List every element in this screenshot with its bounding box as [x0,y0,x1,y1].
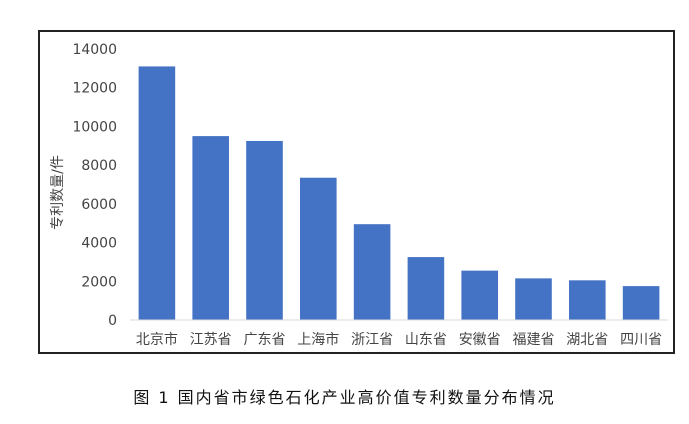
y-tick-label: 6000 [81,197,117,213]
x-tick-label: 山东省 [405,332,447,348]
bar-1 [192,136,229,320]
chart-frame: 0 2000 4000 6000 8000 10000 12000 14000 北京市 江苏省广… [38,30,675,354]
x-tick-label: 上海市 [297,331,339,348]
y-tick-label: 0 [108,313,117,329]
x-tick-label: 四川省 [620,332,662,348]
y-tick-label: 10000 [72,119,117,135]
x-tick-label: 福建省 [513,332,555,348]
y-axis-ticks: 0 2000 4000 6000 8000 10000 12000 14000 [72,42,117,329]
bar-5 [407,257,445,320]
bar-series [138,66,660,320]
bar-8 [569,280,606,320]
x-tick-label: 北京市 [136,331,178,348]
bar-7 [515,278,552,320]
bar-2 [246,140,283,320]
bar-chart: 0 2000 4000 6000 8000 10000 12000 14000 北京市 江苏省广… [50,42,668,348]
x-tick-label: 安徽省 [459,332,501,348]
x-tick-label: 广东省 [244,332,286,348]
bar-0 [138,66,176,320]
x-tick-label: 湖北省 [566,332,608,348]
bar-3 [300,177,337,320]
x-tick-label: 浙江省 [351,332,393,348]
bar-6 [461,270,498,320]
y-axis-label: 专利数量/件 [50,155,66,230]
figure-caption: 图 1 国内省市绿色石化产业高价值专利数量分布情况 [133,388,556,407]
y-tick-label: 12000 [72,81,117,97]
x-tick-label: 江苏省 [190,332,232,348]
bar-4 [353,224,391,320]
y-tick-label: 2000 [81,274,117,290]
bar-9 [622,286,660,320]
y-tick-label: 4000 [81,236,117,252]
x-axis-ticks: 北京市 江苏省 广东省 上海市 浙江省 山东省 安徽省 福建省 湖北省 四川省 [136,331,662,348]
y-tick-label: 8000 [81,158,117,174]
y-tick-label: 14000 [72,42,117,58]
